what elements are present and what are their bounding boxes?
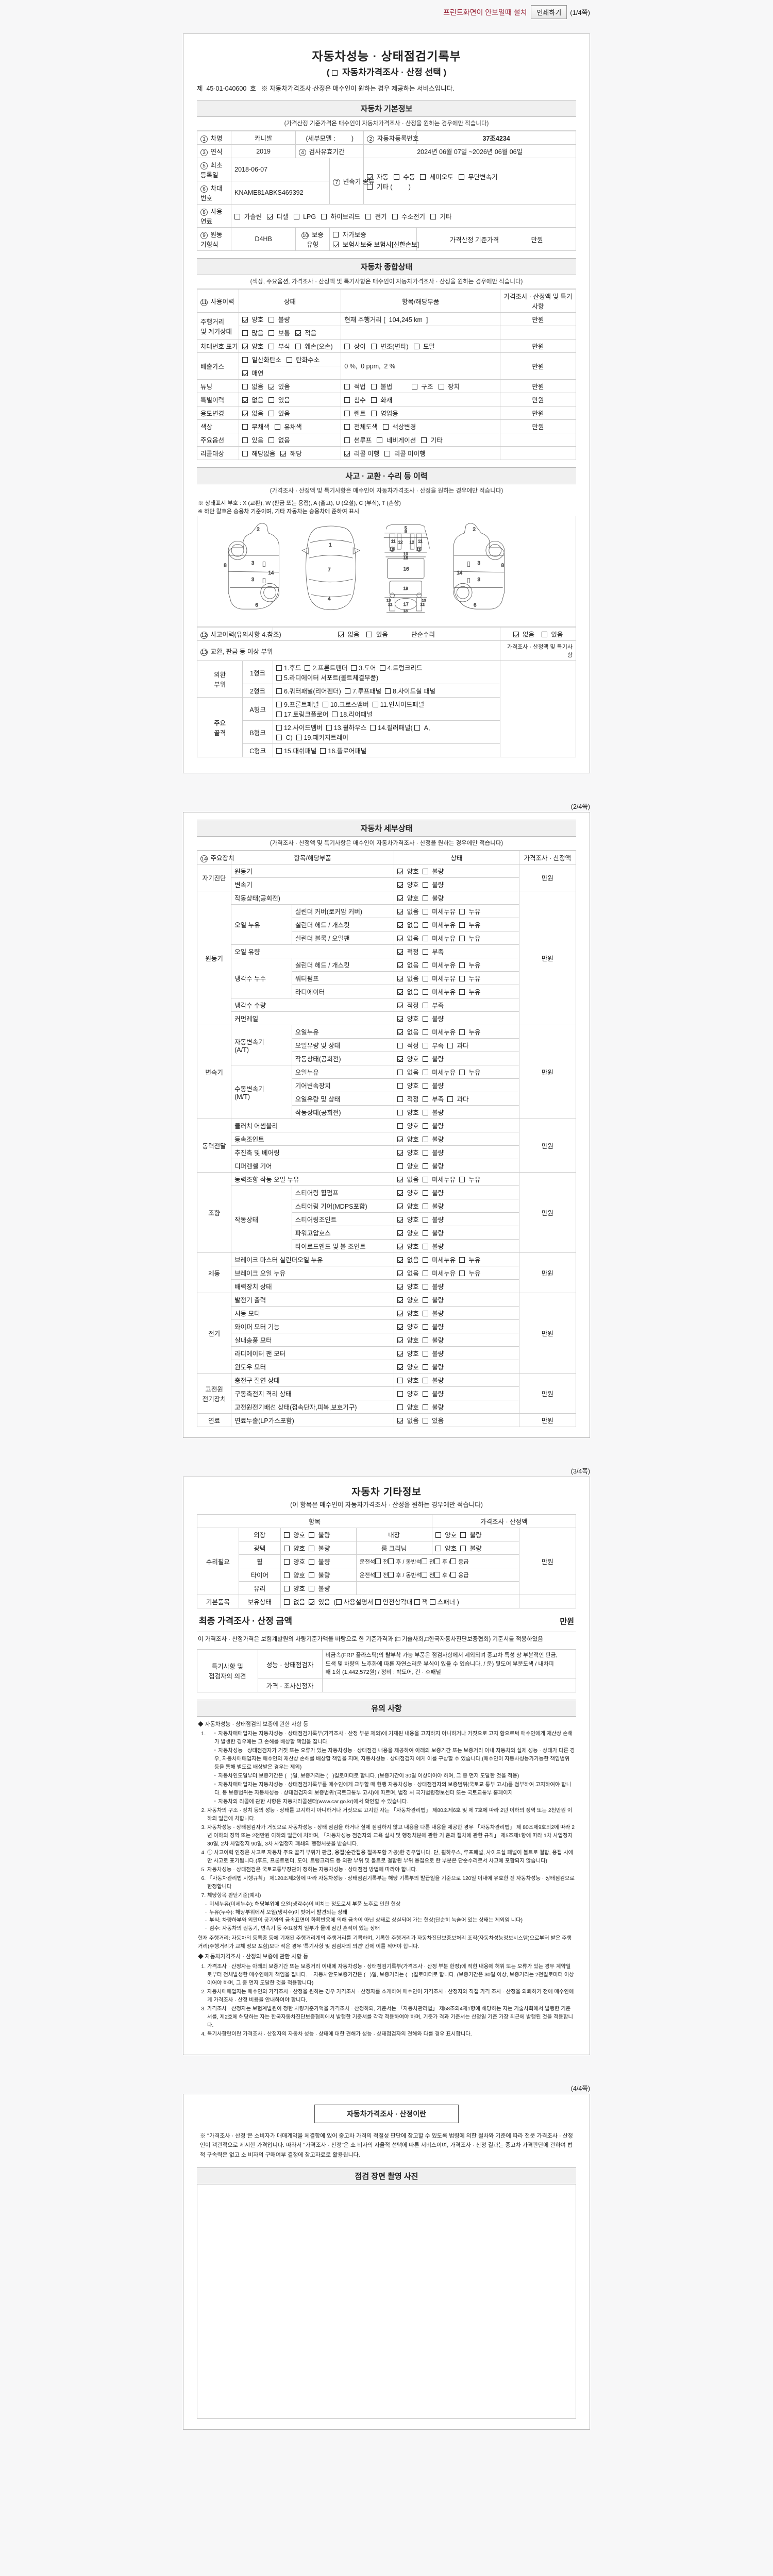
- svg-text:2: 2: [473, 527, 476, 532]
- svg-text:19: 19: [404, 586, 409, 591]
- svg-text:18: 18: [404, 608, 408, 613]
- svg-text:1: 1: [329, 543, 331, 548]
- svg-text:6: 6: [255, 603, 258, 608]
- svg-text:12: 12: [398, 540, 403, 545]
- svg-text:3: 3: [251, 561, 254, 566]
- svg-text:13: 13: [416, 547, 421, 552]
- svg-text:17: 17: [404, 602, 409, 607]
- svg-text:2: 2: [257, 527, 259, 532]
- svg-text:15: 15: [404, 555, 409, 560]
- svg-text:8: 8: [501, 563, 504, 568]
- svg-text:12: 12: [421, 602, 425, 607]
- svg-text:11: 11: [391, 539, 396, 544]
- svg-text:6: 6: [474, 603, 476, 608]
- svg-text:3: 3: [477, 561, 480, 566]
- svg-text:4: 4: [328, 596, 331, 602]
- svg-text:8: 8: [224, 563, 226, 568]
- svg-text:13: 13: [390, 547, 394, 552]
- svg-text:13: 13: [422, 598, 426, 602]
- svg-text:14: 14: [457, 570, 462, 576]
- svg-text:3: 3: [251, 577, 254, 583]
- svg-text:9: 9: [405, 530, 407, 534]
- svg-text:13: 13: [386, 598, 391, 602]
- svg-text:14: 14: [268, 570, 274, 576]
- svg-text:12: 12: [410, 540, 415, 545]
- svg-text:7: 7: [328, 567, 330, 573]
- svg-text:16: 16: [404, 567, 409, 572]
- svg-text:12: 12: [388, 602, 392, 607]
- svg-text:3: 3: [477, 577, 480, 583]
- svg-text:11: 11: [418, 539, 423, 544]
